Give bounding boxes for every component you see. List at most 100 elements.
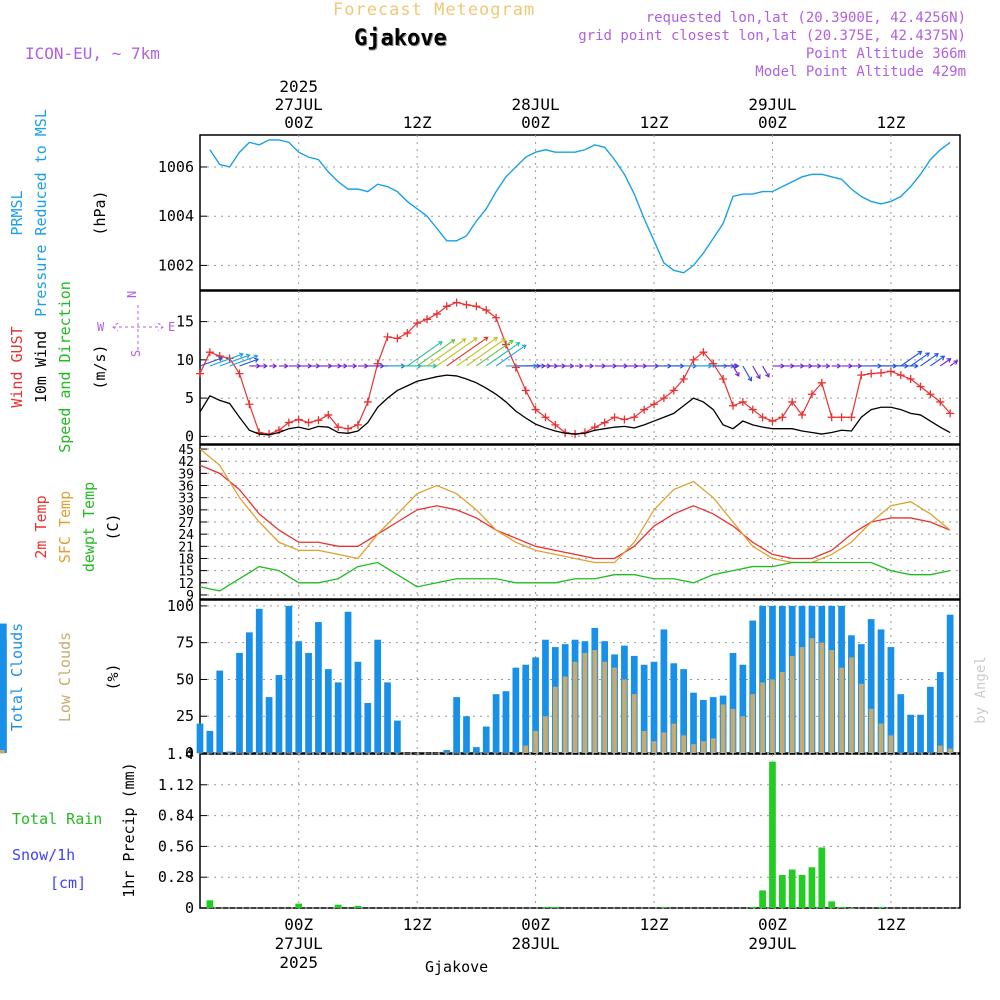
top-time-label: 12Z xyxy=(876,113,905,132)
low-cloud-bar xyxy=(760,682,765,753)
model-label: ICON-EU, ~ 7km xyxy=(25,44,160,63)
gust-marker xyxy=(679,374,688,383)
dewpoint-line xyxy=(199,561,951,592)
wind-arrow-head xyxy=(450,339,456,344)
low-cloud-bar xyxy=(286,753,292,754)
low-cloud-bar xyxy=(404,753,410,754)
wind-arrow-head xyxy=(272,363,278,369)
low-cloud-bar xyxy=(829,650,835,753)
low-cloud-bar xyxy=(661,732,667,753)
gust-marker xyxy=(314,416,323,425)
gust-marker xyxy=(788,397,797,406)
y-tick-label: 39 xyxy=(178,467,194,482)
total-cloud-bar xyxy=(394,720,401,753)
gust-marker xyxy=(847,413,856,422)
wind-arrow-head xyxy=(734,371,740,377)
gust-marker xyxy=(669,386,678,395)
y-tick-label: 15 xyxy=(178,565,194,580)
y-tick-label: 1.4 xyxy=(167,745,194,763)
wind-arrow-head xyxy=(472,337,478,342)
gust-marker xyxy=(877,368,886,377)
wind-arrow-head xyxy=(747,376,753,382)
low-cloud-bar xyxy=(493,753,499,754)
wind-arrow-head xyxy=(569,363,575,369)
low-cloud-bar xyxy=(424,753,430,754)
low-cloud-bar xyxy=(691,744,696,753)
precip-bar xyxy=(808,867,816,908)
wind-direction-arrow xyxy=(742,365,752,381)
y-tick-label: 45 xyxy=(178,443,194,458)
y-tick-label: 0 xyxy=(185,899,194,917)
gust-marker xyxy=(630,413,639,422)
gust-marker xyxy=(689,355,698,364)
y-tick-label: 15 xyxy=(176,313,194,331)
clouds-label-2: (%) xyxy=(104,663,122,690)
total-cloud-bar xyxy=(216,670,224,753)
wind-arrow-head xyxy=(483,336,489,342)
low-cloud-bar xyxy=(256,753,262,754)
gust-marker xyxy=(344,424,353,433)
gust-marker xyxy=(896,371,905,380)
wind-arrow-head xyxy=(253,354,259,360)
panel-frame-0 xyxy=(199,134,961,291)
total-cloud-bar xyxy=(285,605,293,753)
wind-direction-arrow xyxy=(229,355,258,367)
total-cloud-bar xyxy=(532,657,539,753)
pressure-label-2: (hPa) xyxy=(91,190,109,235)
gust-marker xyxy=(837,413,846,422)
gust-marker xyxy=(728,401,737,410)
wind-arrow-head xyxy=(925,352,930,357)
total-cloud-bar xyxy=(759,605,766,753)
total-cloud-bar xyxy=(492,694,500,753)
total-cloud-bar xyxy=(877,629,885,753)
gust-marker xyxy=(768,417,777,426)
wind-direction-arrow xyxy=(436,337,478,367)
y-tick-label: 0 xyxy=(185,744,194,762)
precip-bar xyxy=(206,900,214,908)
footer-location: Gjakove xyxy=(425,958,489,976)
low-cloud-bar xyxy=(414,753,420,754)
gust-marker xyxy=(442,302,451,311)
wind-arrow-head xyxy=(934,353,939,358)
wind-direction-arrow xyxy=(209,353,244,367)
top-time-label: 27JUL xyxy=(275,95,323,114)
clouds-label-0: Total Clouds xyxy=(8,623,26,731)
wind-arrow-head xyxy=(561,363,567,369)
wind-arrow-head xyxy=(218,356,224,362)
wind-label-1: 10m Wind xyxy=(32,331,50,403)
gust-marker xyxy=(650,400,659,409)
wind-label-3: (m/s) xyxy=(91,344,109,389)
wind-arrow-head xyxy=(579,363,584,369)
temp-label-3: (C) xyxy=(104,513,122,540)
wind-direction-arrow xyxy=(219,354,250,367)
gust-marker xyxy=(936,397,945,406)
gust-marker xyxy=(600,418,609,427)
gust-marker xyxy=(393,334,402,343)
gust-marker xyxy=(334,423,343,432)
gust-marker xyxy=(699,348,708,357)
low-cloud-bar xyxy=(849,657,854,753)
wind-arrow-head xyxy=(493,337,498,342)
location-title: Gjakove xyxy=(354,26,447,51)
gust-marker xyxy=(758,413,767,422)
bottom-time-label: 00Z xyxy=(521,915,550,934)
wind-arrow-head xyxy=(734,363,740,369)
y-tick-label: 42 xyxy=(178,455,194,470)
total-cloud-bar xyxy=(463,716,470,753)
total-cloud-bar xyxy=(680,669,687,753)
low-cloud-bar xyxy=(858,683,864,753)
y-tick-label: 1002 xyxy=(158,256,194,274)
total-cloud-bar xyxy=(473,747,480,753)
precip-bar xyxy=(295,903,303,908)
gust-marker xyxy=(738,397,747,406)
gust-marker xyxy=(284,418,293,427)
total-cloud-bar xyxy=(196,723,204,753)
gust-marker xyxy=(916,382,925,391)
gust-marker xyxy=(521,386,530,395)
gust-marker xyxy=(403,329,412,338)
gust-marker xyxy=(906,374,915,383)
low-cloud-bar xyxy=(0,750,5,753)
total-cloud-bar xyxy=(206,730,214,753)
total-cloud-bar xyxy=(709,697,717,753)
total-cloud-bar xyxy=(364,702,372,753)
